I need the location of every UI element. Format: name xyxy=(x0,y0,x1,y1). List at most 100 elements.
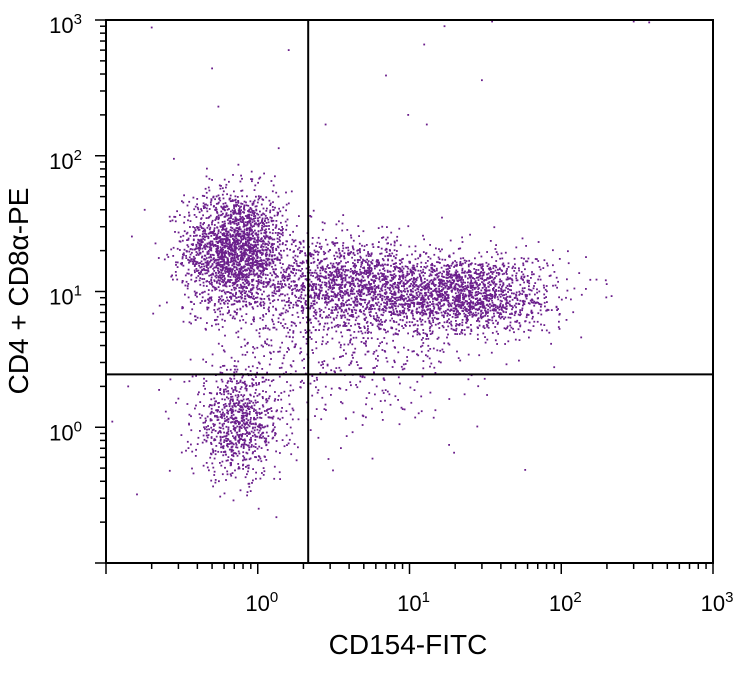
data-point xyxy=(213,280,216,283)
data-point xyxy=(218,426,221,429)
data-point xyxy=(360,271,363,274)
data-point xyxy=(230,458,233,461)
data-point xyxy=(225,459,228,462)
data-point xyxy=(268,363,271,366)
data-point xyxy=(437,304,439,307)
data-point xyxy=(217,323,220,326)
data-point xyxy=(235,402,238,404)
data-point xyxy=(261,376,264,379)
data-point xyxy=(222,289,225,292)
data-point xyxy=(243,423,246,426)
data-point xyxy=(271,260,274,263)
data-point xyxy=(257,195,260,198)
data-point xyxy=(283,276,286,278)
data-point xyxy=(246,269,249,272)
data-point xyxy=(242,254,244,257)
data-point xyxy=(354,319,357,322)
data-point xyxy=(180,451,183,454)
data-point xyxy=(335,223,338,226)
data-point xyxy=(357,330,360,333)
data-point xyxy=(241,412,244,414)
data-point xyxy=(176,247,179,250)
data-point xyxy=(242,455,245,457)
data-point xyxy=(250,214,253,217)
data-point xyxy=(262,270,265,273)
data-point xyxy=(371,243,374,246)
data-point xyxy=(371,286,373,288)
data-point xyxy=(242,422,245,424)
data-point xyxy=(230,396,232,398)
data-point xyxy=(321,269,324,272)
data-point xyxy=(542,284,545,287)
data-point xyxy=(255,401,257,404)
data-point xyxy=(386,242,389,245)
data-point xyxy=(187,258,189,261)
data-point xyxy=(258,263,260,265)
data-point xyxy=(215,259,217,262)
data-point xyxy=(271,238,274,241)
data-point xyxy=(342,302,345,305)
data-point xyxy=(229,314,232,317)
data-point xyxy=(247,258,250,261)
data-point xyxy=(416,294,419,297)
data-point xyxy=(245,229,248,231)
data-point xyxy=(336,275,339,277)
data-point xyxy=(324,306,327,309)
data-point xyxy=(367,302,369,305)
data-point xyxy=(336,314,339,317)
data-point xyxy=(205,431,208,434)
data-point xyxy=(235,420,237,422)
data-point xyxy=(357,290,360,292)
data-point xyxy=(235,263,238,266)
data-point xyxy=(321,265,324,268)
data-point xyxy=(239,489,242,492)
data-point xyxy=(395,262,397,264)
data-point xyxy=(326,265,328,268)
data-point xyxy=(235,293,237,296)
data-point xyxy=(290,321,293,323)
data-point xyxy=(522,301,525,304)
data-point xyxy=(309,318,312,321)
data-point xyxy=(300,310,303,312)
data-point xyxy=(227,430,230,433)
data-point xyxy=(403,288,406,290)
data-point xyxy=(179,262,182,265)
data-point xyxy=(241,435,243,438)
data-point xyxy=(273,426,276,429)
data-point xyxy=(202,238,205,240)
data-point xyxy=(265,231,267,234)
data-point xyxy=(194,292,197,295)
data-point xyxy=(238,264,240,267)
data-point xyxy=(248,242,250,244)
data-point xyxy=(391,284,394,287)
data-point xyxy=(224,222,226,225)
data-point xyxy=(223,258,225,261)
data-point xyxy=(429,329,431,332)
data-point xyxy=(254,422,257,425)
data-point xyxy=(445,265,448,267)
data-point xyxy=(227,217,230,220)
data-point xyxy=(219,495,222,498)
data-point xyxy=(417,290,420,293)
data-point xyxy=(224,246,226,249)
data-point xyxy=(290,280,293,283)
data-point xyxy=(371,272,374,275)
data-point xyxy=(257,459,260,462)
data-point xyxy=(483,291,486,294)
data-point xyxy=(320,289,323,292)
data-point xyxy=(260,232,263,235)
data-point xyxy=(225,435,227,438)
data-point xyxy=(189,220,192,222)
data-point xyxy=(244,279,247,282)
data-point xyxy=(508,288,511,291)
data-point xyxy=(261,432,263,435)
data-point xyxy=(354,299,357,301)
data-point xyxy=(251,178,254,181)
data-point xyxy=(193,290,196,293)
data-point xyxy=(207,217,210,219)
data-point xyxy=(256,425,259,428)
data-point xyxy=(221,224,223,227)
data-point xyxy=(158,304,161,307)
data-point xyxy=(418,306,421,309)
data-point xyxy=(249,248,252,251)
